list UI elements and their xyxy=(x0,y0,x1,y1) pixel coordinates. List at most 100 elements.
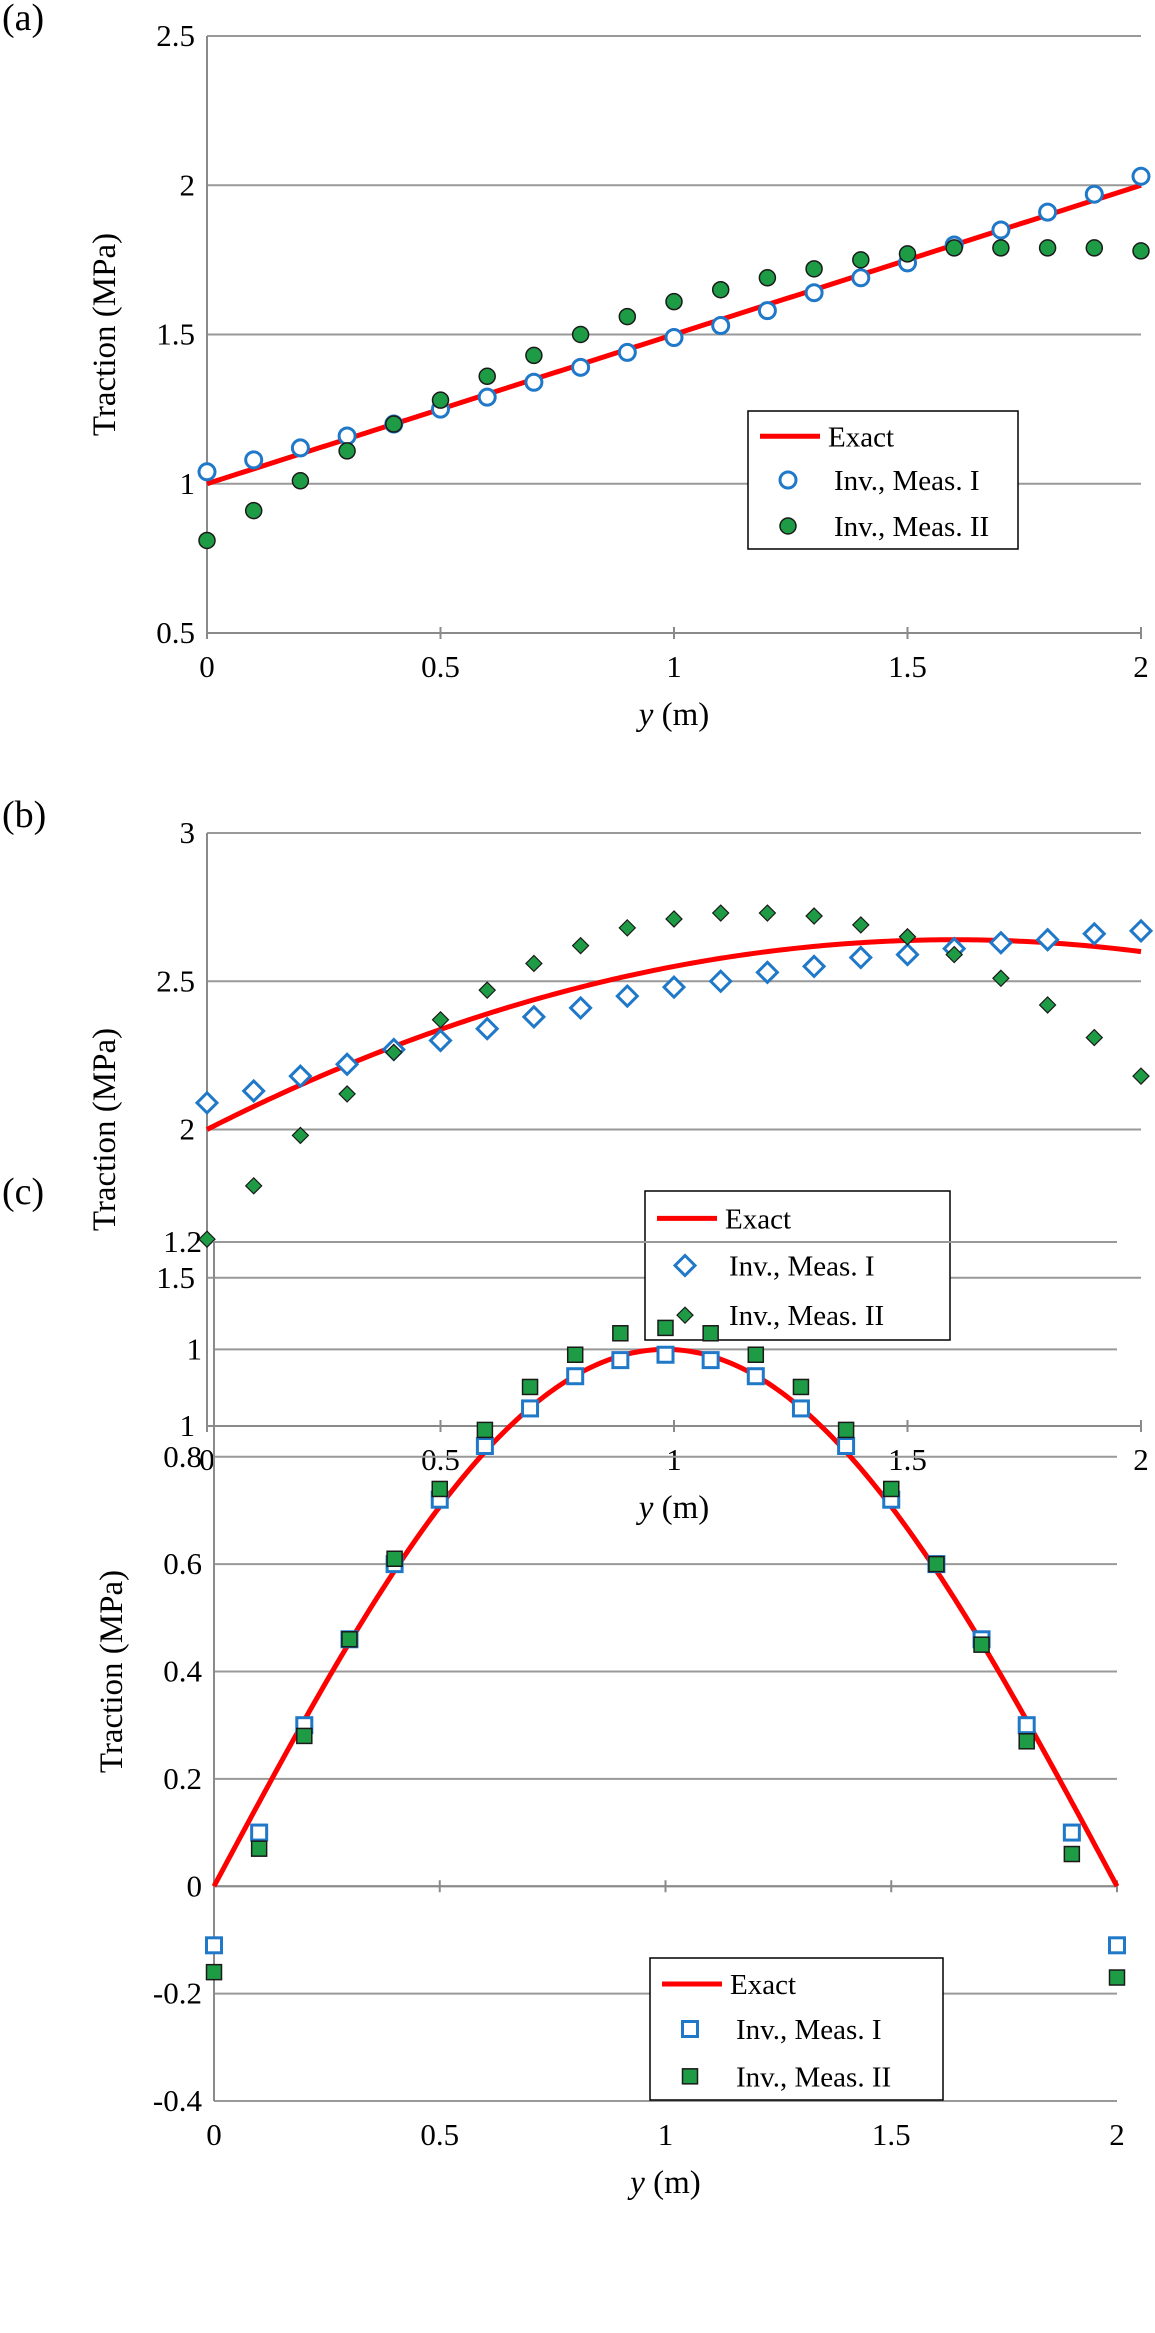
data-point xyxy=(296,1727,313,1745)
data-point xyxy=(656,1345,675,1364)
data-point xyxy=(478,367,496,386)
data-point xyxy=(755,960,780,985)
chart-panel-1: (a)0.511.522.50 0.5 1 1.5 2y (m)Traction (MP… xyxy=(2,0,1151,733)
x-axis-label: y (m) xyxy=(636,697,710,733)
y-axis-label: Traction (MPa) xyxy=(87,1028,123,1231)
data-point xyxy=(428,1028,453,1053)
data-point xyxy=(792,1378,810,1396)
x-axis-label: y (m) xyxy=(627,2165,701,2201)
data-point xyxy=(431,1480,448,1498)
legend-series-label: Inv., Meas. I xyxy=(729,1251,875,1283)
x-tick-label: 2 xyxy=(1133,649,1149,684)
data-point xyxy=(757,301,777,321)
data-point xyxy=(837,1421,855,1439)
data-point xyxy=(431,1010,450,1029)
data-point xyxy=(475,1437,494,1456)
series-1 xyxy=(205,1345,1126,1955)
x-tick-label: 1.5 xyxy=(872,2117,911,2152)
data-point xyxy=(702,1325,719,1342)
legend-series-label: Inv., Meas. I xyxy=(834,465,980,497)
y-tick-label: 2.5 xyxy=(156,963,195,998)
legend: Exact Inv., Meas. I Inv., Meas. II xyxy=(644,1190,951,1341)
data-point xyxy=(385,415,403,433)
legend-marker xyxy=(778,470,798,490)
legend: Exact Inv., Meas. I Inv., Meas. II xyxy=(747,410,1019,550)
data-point xyxy=(615,983,640,1009)
y-tick-label: 1 xyxy=(180,466,196,501)
data-point xyxy=(665,910,683,928)
y-tick-label: 3 xyxy=(180,815,196,850)
y-tick-label: 0.2 xyxy=(163,1761,202,1796)
data-point xyxy=(988,930,1014,955)
data-point xyxy=(991,220,1011,240)
data-point xyxy=(384,1043,403,1062)
series-2 xyxy=(198,904,1150,1249)
data-point xyxy=(521,1378,539,1396)
y-tick-label: 0.4 xyxy=(163,1654,202,1689)
series-1 xyxy=(197,166,1151,482)
y-tick-label: 2 xyxy=(180,1112,196,1147)
data-point xyxy=(852,251,870,269)
x-axis-label-unit: (m) xyxy=(653,1490,709,1526)
legend: Exact Inv., Meas. I Inv., Meas. II xyxy=(649,1957,944,2101)
data-point xyxy=(250,1823,269,1842)
data-point xyxy=(290,438,310,458)
chart-panel-3: (c)-0.4-0.200.20.40.60.811.20 0.5 1 1.5 2y (… xyxy=(2,1171,1126,2201)
y-tick-label: 0 xyxy=(187,1868,203,1903)
data-point xyxy=(334,1052,360,1077)
data-point xyxy=(338,1085,356,1103)
x-tick-label: 1.5 xyxy=(888,649,927,684)
data-point xyxy=(291,1126,310,1145)
data-point xyxy=(928,1555,945,1573)
x-tick-label: 0.5 xyxy=(420,2117,459,2152)
y-tick-label: 0.5 xyxy=(156,615,195,650)
legend-marker xyxy=(681,2068,699,2085)
y-tick-label: 0.8 xyxy=(163,1439,202,1474)
exact-curve xyxy=(205,937,1142,1132)
data-point xyxy=(1038,996,1057,1014)
data-point xyxy=(288,1064,313,1089)
data-point xyxy=(525,954,543,973)
data-point xyxy=(566,1346,584,1363)
y-axis-label: Traction (MPa) xyxy=(94,1570,130,1773)
x-axis-label-unit: (m) xyxy=(645,2165,701,2201)
data-point xyxy=(198,531,216,550)
data-point xyxy=(475,1016,500,1041)
data-point xyxy=(898,927,917,946)
data-point xyxy=(205,1963,223,1981)
data-point xyxy=(1017,1716,1036,1735)
data-point xyxy=(805,907,823,925)
data-point xyxy=(568,995,593,1021)
data-point xyxy=(1132,1067,1150,1085)
exact-curve xyxy=(211,1346,1120,1888)
x-tick-label: 1 xyxy=(666,649,682,684)
data-point xyxy=(945,239,963,257)
data-point xyxy=(521,1399,540,1418)
series-1 xyxy=(194,918,1154,1115)
y-tick-label: 0.6 xyxy=(163,1546,202,1581)
data-point xyxy=(851,916,870,934)
panel-label: (a) xyxy=(2,0,44,39)
legend-exact-label: Exact xyxy=(828,421,894,453)
legend-exact-label: Exact xyxy=(725,1203,791,1235)
data-point xyxy=(476,1421,494,1439)
legend-exact-label: Exact xyxy=(730,1969,796,2001)
data-point xyxy=(945,945,964,964)
data-point xyxy=(1085,239,1104,257)
x-axis-label-var: y xyxy=(636,1490,654,1526)
data-point xyxy=(386,1550,403,1568)
y-tick-label: 1 xyxy=(180,1408,196,1443)
data-point xyxy=(665,292,683,311)
x-tick-label: 1 xyxy=(658,2117,674,2152)
data-point xyxy=(291,472,310,490)
y-tick-label: -0.4 xyxy=(153,2083,203,2118)
x-tick-label: 0.5 xyxy=(421,649,460,684)
data-point xyxy=(708,969,733,994)
data-point xyxy=(478,981,497,999)
data-point xyxy=(746,1367,765,1386)
data-point xyxy=(883,1480,900,1498)
data-point xyxy=(571,357,591,377)
data-point xyxy=(851,268,871,288)
data-point xyxy=(524,372,544,392)
legend-marker xyxy=(672,1253,698,1278)
